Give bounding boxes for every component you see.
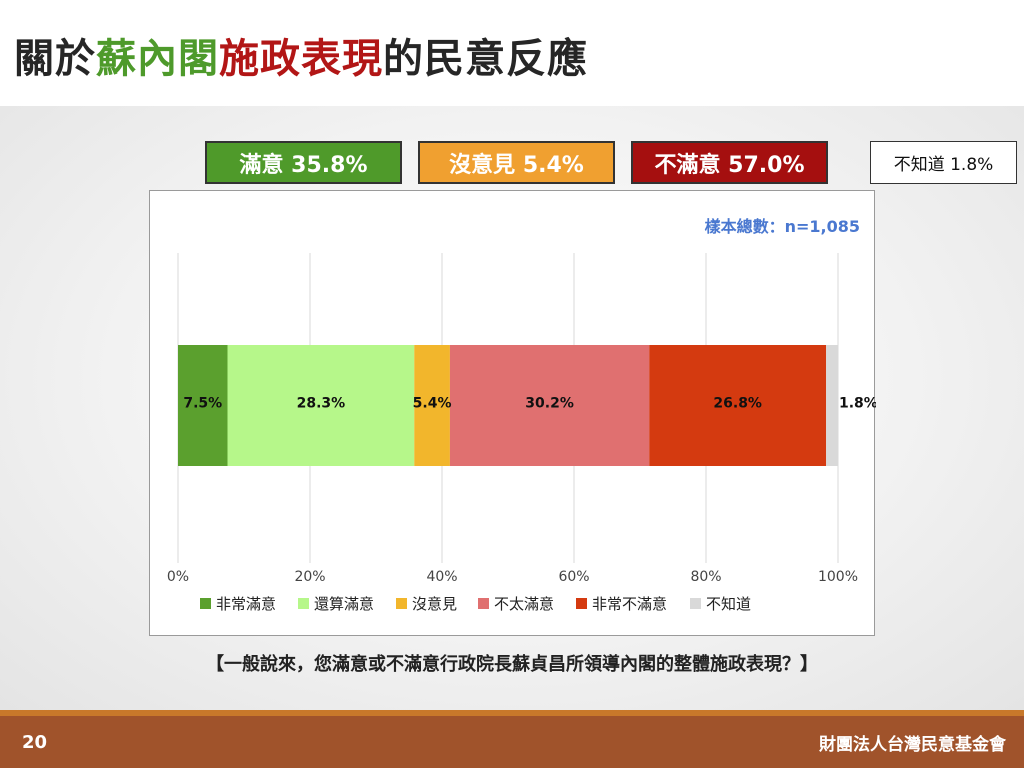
chart-frame: 樣本總數：n=1,085 7.5% 28.3% 5.4% 30.2% 26.8% 1.8%…	[149, 190, 876, 636]
legend-swatch	[298, 598, 309, 609]
title-part-1: 關於	[14, 36, 96, 82]
legend-swatch	[576, 598, 587, 609]
data-label: 5.4%	[413, 396, 452, 412]
title-part-3: 施政表現	[219, 36, 383, 82]
legend-label: 不太滿意	[494, 595, 554, 613]
stacked-bar-chart: 7.5% 28.3% 5.4% 30.2% 26.8% 1.8% 0% 20% 40% 60% 8…	[167, 253, 876, 613]
legend-swatch	[478, 598, 489, 609]
bar-segment	[826, 345, 838, 466]
title-part-4: 的民意反應	[383, 36, 588, 82]
legend-label: 沒意見	[412, 595, 457, 613]
footer-bar: 20 財團法人台灣民意基金會	[0, 716, 1024, 768]
neutral-summary-box: 沒意見 5.4%	[418, 141, 615, 184]
legend-label: 非常滿意	[216, 595, 276, 613]
data-label: 28.3%	[297, 396, 346, 412]
dissatisfied-summary-box: 不滿意 57.0%	[631, 141, 828, 184]
survey-question: 【一般說來，您滿意或不滿意行政院長蘇貞昌所領導內閣的整體施政表現？】	[206, 654, 818, 675]
data-label: 26.8%	[713, 396, 762, 412]
organization-name: 財團法人台灣民意基金會	[819, 735, 1006, 755]
x-tick-label: 40%	[426, 569, 457, 585]
bar-segment	[227, 345, 415, 466]
x-tick-label: 60%	[558, 569, 589, 585]
legend-swatch	[690, 598, 701, 609]
title-bar: 關於蘇內閣施政表現的民意反應	[0, 0, 1024, 106]
sample-size-label: 樣本總數：n=1,085	[704, 217, 860, 236]
bar-segment	[414, 345, 450, 466]
satisfied-summary-box: 滿意 35.8%	[205, 141, 402, 184]
x-tick-label: 80%	[690, 569, 721, 585]
title-part-2: 蘇內閣	[96, 36, 219, 82]
legend-label: 不知道	[706, 595, 751, 613]
footer-accent-line	[0, 710, 1024, 716]
page-title: 關於蘇內閣施政表現的民意反應	[14, 26, 588, 84]
data-label: 1.8%	[839, 396, 876, 412]
legend-label: 非常不滿意	[592, 595, 667, 613]
data-label: 7.5%	[183, 396, 222, 412]
bar-segment	[649, 345, 827, 466]
page-number: 20	[22, 732, 48, 753]
x-tick-label: 0%	[167, 569, 189, 585]
data-label: 30.2%	[525, 396, 574, 412]
bar-segment	[178, 345, 228, 466]
legend-swatch	[200, 598, 211, 609]
legend-swatch	[396, 598, 407, 609]
x-tick-label: 100%	[818, 569, 858, 585]
legend-label: 還算滿意	[314, 595, 374, 613]
bar-segment	[449, 345, 650, 466]
x-tick-label: 20%	[294, 569, 325, 585]
dont-know-summary-box: 不知道 1.8%	[870, 141, 1017, 184]
